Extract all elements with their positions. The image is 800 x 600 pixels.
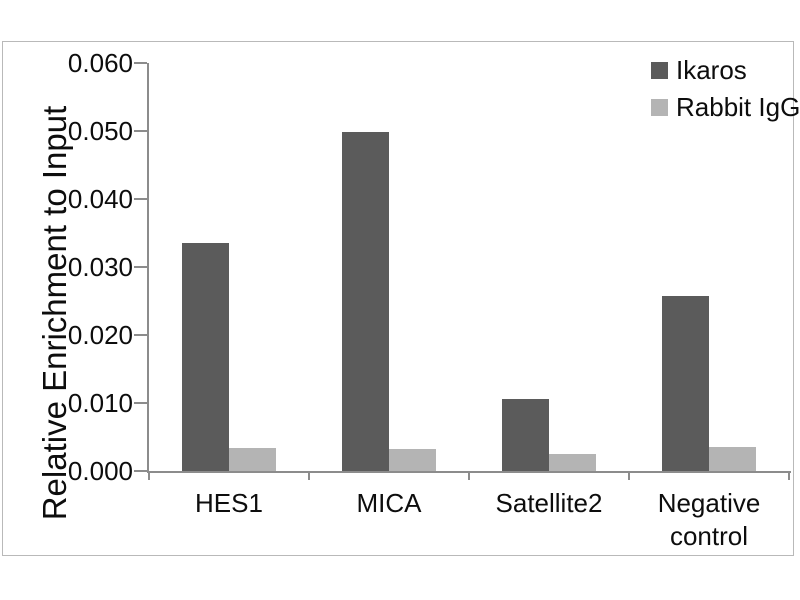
legend-label: Ikaros bbox=[676, 55, 747, 85]
legend-swatch-icon bbox=[651, 98, 668, 116]
x-category-label: Negative control bbox=[657, 488, 761, 551]
bar-rabbit-igg-mica bbox=[389, 449, 436, 471]
y-tick-mark bbox=[134, 130, 147, 132]
y-tick-mark bbox=[134, 198, 147, 200]
y-tick-label: 0.040 bbox=[67, 184, 133, 214]
x-tick-mark bbox=[468, 471, 470, 480]
y-axis-line bbox=[147, 63, 149, 473]
legend-item: Ikaros bbox=[651, 55, 800, 85]
bar-ikaros-negative-control bbox=[662, 296, 709, 471]
x-tick-mark bbox=[628, 471, 630, 480]
y-tick-label: 0.060 bbox=[67, 48, 133, 78]
y-tick-label: 0.020 bbox=[67, 320, 133, 350]
bar-chart: Relative Enrichment to Input Ikaros Rabbi… bbox=[2, 41, 800, 556]
legend: Ikaros Rabbit IgG bbox=[651, 55, 800, 122]
legend-item: Rabbit IgG bbox=[651, 92, 800, 122]
x-category-label: Satellite2 bbox=[495, 488, 603, 518]
legend-label: Rabbit IgG bbox=[676, 92, 800, 122]
y-tick-label: 0.010 bbox=[67, 388, 133, 418]
bar-ikaros-hes1 bbox=[182, 243, 229, 471]
legend-swatch-icon bbox=[651, 61, 668, 79]
bar-rabbit-igg-hes1 bbox=[229, 448, 276, 471]
x-category-label: HES1 bbox=[195, 488, 263, 518]
bar-rabbit-igg-negative-control bbox=[709, 447, 756, 471]
y-tick-mark bbox=[134, 62, 147, 64]
y-tick-mark bbox=[134, 334, 147, 336]
y-tick-label: 0.050 bbox=[67, 116, 133, 146]
x-tick-mark bbox=[788, 471, 790, 480]
bar-rabbit-igg-satellite2 bbox=[549, 454, 596, 471]
y-tick-label: 0.000 bbox=[67, 456, 133, 486]
y-tick-mark bbox=[134, 266, 147, 268]
bar-ikaros-mica bbox=[342, 132, 389, 471]
y-tick-mark bbox=[134, 470, 147, 472]
x-tick-mark bbox=[308, 471, 310, 480]
y-tick-label: 0.030 bbox=[67, 252, 133, 282]
bar-ikaros-satellite2 bbox=[502, 399, 549, 471]
x-tick-mark bbox=[148, 471, 150, 480]
x-category-label: MICA bbox=[356, 488, 422, 518]
y-tick-mark bbox=[134, 402, 147, 404]
